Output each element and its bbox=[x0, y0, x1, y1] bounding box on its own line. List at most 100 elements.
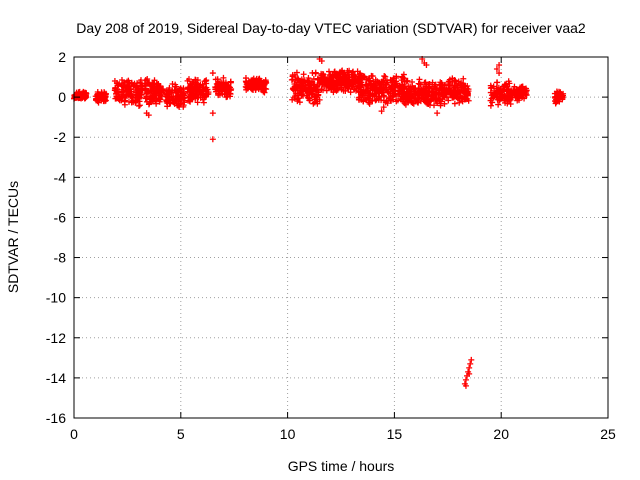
data-points bbox=[71, 56, 567, 389]
data-point bbox=[168, 94, 175, 101]
data-point bbox=[258, 81, 265, 88]
data-point bbox=[349, 81, 356, 88]
y-tick-label: -14 bbox=[46, 370, 66, 386]
data-point bbox=[212, 84, 219, 91]
data-point bbox=[189, 93, 196, 100]
data-point bbox=[113, 80, 120, 87]
data-point bbox=[456, 95, 463, 102]
data-point bbox=[178, 86, 185, 93]
data-point bbox=[209, 136, 216, 143]
data-point bbox=[209, 110, 216, 117]
data-point bbox=[294, 98, 301, 105]
data-point bbox=[493, 66, 500, 73]
data-point bbox=[193, 85, 200, 92]
data-point bbox=[414, 94, 421, 101]
data-point bbox=[389, 78, 396, 85]
data-point bbox=[372, 76, 379, 83]
data-point bbox=[255, 85, 262, 92]
data-point bbox=[355, 88, 362, 95]
data-point bbox=[380, 89, 387, 96]
data-point bbox=[375, 93, 382, 100]
data-point bbox=[214, 76, 221, 83]
data-point bbox=[458, 84, 465, 91]
data-point bbox=[153, 80, 160, 87]
data-point bbox=[409, 100, 416, 107]
data-point bbox=[218, 82, 225, 89]
data-point bbox=[462, 382, 469, 389]
data-point bbox=[359, 93, 366, 100]
y-tick-label: 0 bbox=[58, 89, 66, 105]
data-point bbox=[173, 83, 180, 90]
data-point bbox=[393, 74, 400, 81]
data-point bbox=[177, 100, 184, 107]
data-point bbox=[381, 73, 388, 80]
data-point bbox=[446, 76, 453, 83]
data-point bbox=[346, 67, 353, 74]
data-point bbox=[461, 86, 468, 93]
data-point bbox=[425, 85, 432, 92]
data-point bbox=[318, 58, 325, 65]
data-point bbox=[460, 75, 467, 82]
data-point bbox=[125, 77, 132, 84]
data-point bbox=[323, 77, 330, 84]
data-point bbox=[330, 89, 337, 96]
data-point bbox=[260, 82, 267, 89]
data-point bbox=[328, 76, 335, 83]
data-point bbox=[148, 82, 155, 89]
y-tick-label: -6 bbox=[54, 209, 67, 225]
data-point bbox=[499, 83, 506, 90]
data-point bbox=[308, 79, 315, 86]
data-point bbox=[378, 78, 385, 85]
data-point bbox=[250, 75, 257, 82]
data-point bbox=[416, 76, 423, 83]
data-point bbox=[209, 70, 216, 77]
data-point bbox=[343, 82, 350, 89]
data-point bbox=[329, 71, 336, 78]
data-point bbox=[116, 93, 123, 100]
data-point bbox=[383, 86, 390, 93]
data-point bbox=[488, 84, 495, 91]
data-point bbox=[293, 69, 300, 76]
data-point bbox=[300, 71, 307, 78]
data-point bbox=[326, 68, 333, 75]
data-point bbox=[295, 76, 302, 83]
data-point bbox=[304, 77, 311, 84]
data-point bbox=[355, 94, 362, 101]
y-tick-label: -10 bbox=[46, 290, 66, 306]
y-tick-label: -16 bbox=[46, 410, 66, 426]
data-point bbox=[452, 77, 459, 84]
data-point bbox=[423, 62, 430, 69]
data-point bbox=[180, 103, 187, 110]
data-point bbox=[451, 100, 458, 107]
data-point bbox=[124, 81, 131, 88]
data-point bbox=[464, 96, 471, 103]
data-point bbox=[362, 82, 369, 89]
data-point bbox=[163, 90, 170, 97]
data-point bbox=[262, 77, 269, 84]
data-point bbox=[95, 93, 102, 100]
data-point bbox=[291, 83, 298, 90]
data-point bbox=[402, 101, 409, 108]
data-point bbox=[382, 99, 389, 106]
data-point bbox=[166, 87, 173, 94]
data-point bbox=[406, 94, 413, 101]
data-point bbox=[187, 98, 194, 105]
data-point bbox=[494, 85, 501, 92]
data-point bbox=[227, 84, 234, 91]
data-point bbox=[190, 87, 197, 94]
data-point bbox=[130, 99, 137, 106]
data-point bbox=[203, 80, 210, 87]
data-point bbox=[175, 92, 182, 99]
data-point bbox=[403, 78, 410, 85]
data-point bbox=[200, 99, 207, 106]
data-point bbox=[76, 88, 83, 95]
data-point bbox=[255, 78, 262, 85]
data-point bbox=[424, 100, 431, 107]
data-point bbox=[188, 83, 195, 90]
x-tick-label: 20 bbox=[493, 426, 509, 442]
data-point bbox=[459, 98, 466, 105]
data-point bbox=[380, 104, 387, 111]
data-point bbox=[198, 90, 205, 97]
data-point bbox=[132, 83, 139, 90]
data-point bbox=[396, 84, 403, 91]
